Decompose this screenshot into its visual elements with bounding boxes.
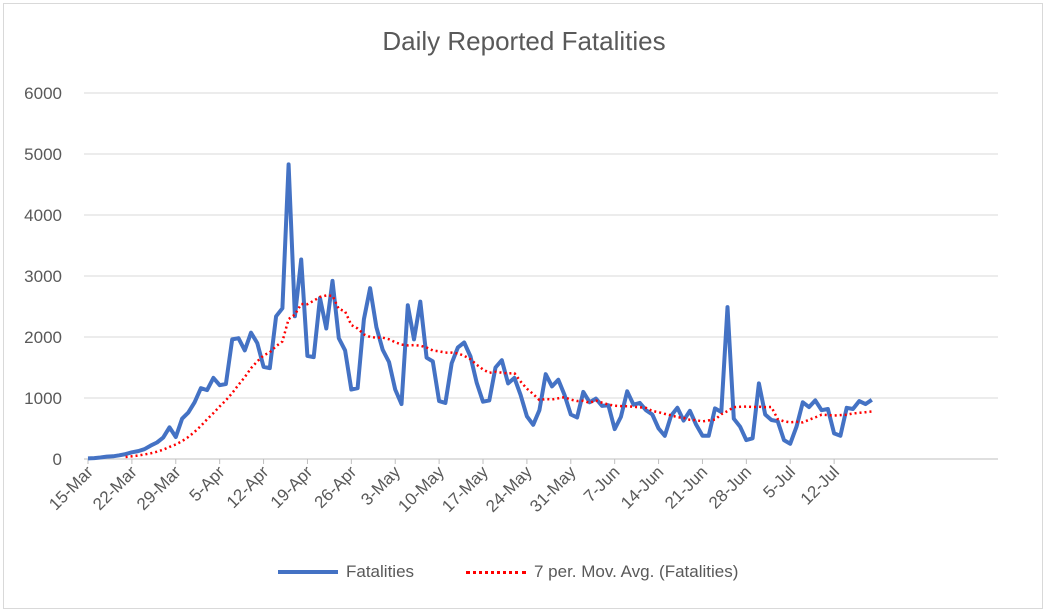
y-tick-label: 3000: [24, 267, 62, 286]
y-tick-label: 1000: [24, 389, 62, 408]
series-line-fatalities: [87, 162, 873, 461]
x-tick-label: 12-Jul: [797, 462, 843, 508]
x-tick-label: 21-Jun: [661, 462, 711, 512]
legend-item-moving-average: 7 per. Mov. Avg. (Fatalities): [466, 562, 738, 582]
legend-label: 7 per. Mov. Avg. (Fatalities): [534, 562, 739, 581]
y-axis-ticks: 0 1000 2000 3000 4000 5000 6000: [24, 84, 62, 469]
legend-swatch-dotted: [466, 570, 526, 574]
x-tick-label: 12-Apr: [223, 462, 273, 512]
x-tick-label: 5-Jul: [760, 462, 799, 501]
x-tick-label: 26-Apr: [311, 462, 361, 512]
x-tick-label: 22-Mar: [89, 462, 141, 514]
chart-frame: [3, 3, 1043, 609]
x-tick-label: 29-Mar: [133, 462, 185, 514]
x-tick-label: 31-May: [526, 462, 580, 516]
legend-label: Fatalities: [346, 562, 415, 581]
series-layer: [87, 162, 873, 461]
x-tick-label: 17-May: [438, 462, 492, 516]
x-tick-label: 19-Apr: [267, 462, 317, 512]
y-tick-label: 2000: [24, 328, 62, 347]
x-tick-label: 14-Jun: [617, 462, 667, 512]
y-tick-label: 0: [53, 450, 62, 469]
series-line-moving-average: [125, 294, 872, 459]
y-tick-label: 6000: [24, 84, 62, 103]
legend-swatch-solid: [278, 570, 338, 574]
gridlines: [84, 92, 998, 460]
chart-title: Daily Reported Fatalities: [382, 26, 666, 56]
y-tick-label: 4000: [24, 206, 62, 225]
x-tick-label: 10-May: [394, 462, 448, 516]
x-tick-label: 15-Mar: [45, 462, 97, 514]
x-tick-label: 28-Jun: [705, 462, 755, 512]
y-tick-label: 5000: [24, 145, 62, 164]
legend-item-fatalities: Fatalities: [278, 562, 414, 582]
x-tick-label: 24-May: [482, 462, 536, 516]
legend: Fatalities 7 per. Mov. Avg. (Fatalities): [0, 562, 1048, 586]
